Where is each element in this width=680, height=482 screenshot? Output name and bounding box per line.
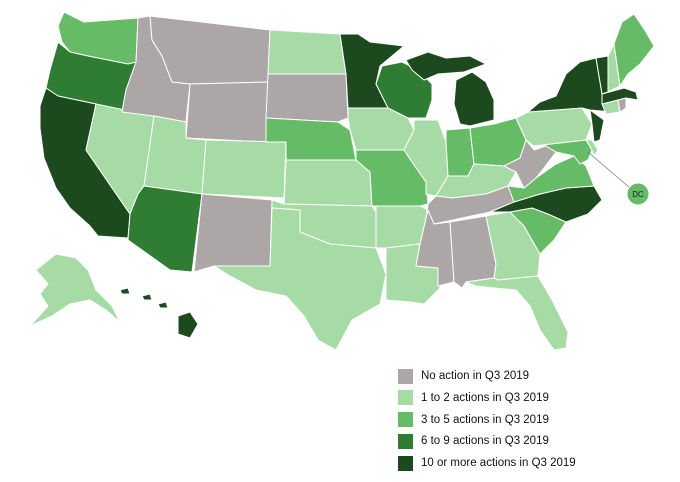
- state-ma: [601, 87, 639, 105]
- legend-label: No action in Q3 2019: [421, 370, 530, 382]
- state-hi-small-1: [119, 287, 131, 295]
- legend-swatch-mid: [398, 412, 413, 428]
- state-sd: [265, 73, 349, 123]
- legend-label: 6 to 9 actions in Q3 2019: [421, 435, 549, 448]
- state-ks: [283, 159, 373, 207]
- legend-item-low: 1 to 2 actions in Q3 2019: [398, 388, 668, 408]
- legend-item-high: 6 to 9 actions in Q3 2019: [398, 431, 668, 451]
- legend-label: 3 to 5 actions in Q3 2019: [421, 413, 549, 426]
- state-wy: [185, 81, 269, 143]
- state-nd: [267, 29, 347, 75]
- legend-swatch-top: [398, 455, 413, 471]
- dc-leader-line: [587, 151, 631, 189]
- state-in: [445, 127, 475, 177]
- state-hi-small-3: [157, 301, 169, 309]
- legend-swatch-high: [398, 433, 413, 449]
- legend-item-none: No action in Q3 2019: [398, 366, 668, 386]
- dc-label: DC: [632, 190, 644, 199]
- state-nj: [589, 109, 605, 143]
- state-il: [403, 119, 449, 197]
- state-hi-big: [177, 311, 199, 339]
- state-mi-upper: [405, 51, 487, 81]
- legend-swatch-low: [398, 390, 413, 406]
- state-ak: [29, 253, 121, 327]
- state-az: [127, 185, 203, 273]
- state-hi-small-2: [141, 293, 153, 301]
- state-ms: [415, 209, 455, 287]
- legend-item-mid: 3 to 5 actions in Q3 2019: [398, 410, 668, 430]
- state-fl: [465, 275, 569, 351]
- legend-label: 1 to 2 actions in Q3 2019: [421, 391, 549, 404]
- state-de: [585, 139, 599, 157]
- legend-swatch-none: [398, 368, 413, 384]
- legend-label: 10 or more actions in Q3 2019: [421, 457, 576, 470]
- state-nm: [193, 193, 273, 273]
- dc-marker: [626, 182, 650, 206]
- legend-item-top: 10 or more actions in Q3 2019: [398, 453, 668, 473]
- state-co: [201, 139, 287, 199]
- legend: No action in Q3 2019 1 to 2 actions in Q…: [398, 366, 668, 475]
- state-mi-lower: [453, 71, 495, 127]
- state-tx: [213, 207, 387, 351]
- state-me: [613, 13, 655, 87]
